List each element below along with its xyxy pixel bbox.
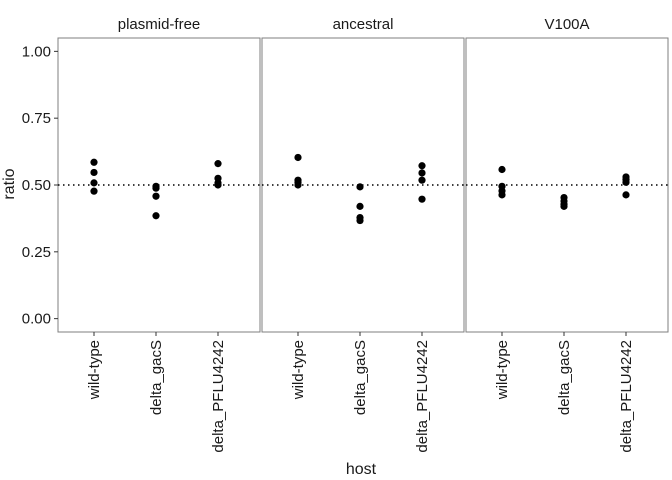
data-point: [294, 153, 302, 162]
x-tick-label: delta_PFLU4242: [414, 340, 431, 453]
data-point: [356, 183, 364, 191]
data-point: [498, 191, 506, 199]
x-tick-label: wild-type: [86, 340, 103, 400]
x-tick-label: delta_gacS: [148, 340, 165, 415]
x-tick-label: delta_PFLU4242: [210, 340, 227, 453]
data-point: [152, 184, 160, 192]
data-point: [622, 178, 630, 186]
data-point: [90, 168, 98, 177]
panel-strip-label: V100A: [544, 16, 589, 33]
data-point: [294, 181, 302, 189]
data-point: [152, 212, 160, 220]
x-tick-label: wild-type: [494, 340, 511, 400]
x-tick-label: delta_gacS: [352, 340, 369, 415]
y-axis: 0.00 0.25 0.50 0.75 1.00: [22, 43, 58, 328]
data-point: [418, 169, 426, 177]
y-tick-label: 0.00: [22, 311, 51, 328]
data-point: [152, 192, 160, 200]
x-axis-title: host: [346, 461, 377, 478]
panel-v100a: V100A wild-type delta_gacS delta_PFLU4242: [465, 16, 669, 453]
data-point: [418, 176, 426, 184]
y-axis-title: ratio: [1, 168, 18, 199]
panel-ancestral: ancestral wild-type delta_gacS delta_PFLU42…: [261, 16, 465, 453]
data-point: [498, 165, 506, 174]
data-point: [418, 195, 426, 203]
panel-strip-label: plasmid-free: [118, 16, 201, 33]
x-tick-label: delta_PFLU4242: [618, 340, 635, 453]
data-point: [418, 162, 426, 170]
y-tick-label: 0.25: [22, 244, 51, 261]
data-point: [214, 160, 222, 168]
data-point: [90, 158, 98, 166]
x-tick-label: delta_gacS: [556, 340, 573, 415]
panel-plasmid-free: plasmid-free wild-type delta_gacS delta_PFL…: [57, 16, 261, 453]
data-point: [214, 181, 222, 189]
data-point: [90, 187, 98, 195]
data-point: [622, 191, 630, 199]
data-point: [560, 202, 568, 210]
y-tick-label: 1.00: [22, 43, 51, 60]
x-tick-label: wild-type: [290, 340, 307, 400]
chart-panels: plasmid-free wild-type delta_gacS delta_PFL…: [57, 16, 669, 453]
data-point: [356, 216, 364, 225]
data-point: [356, 202, 364, 210]
y-tick-label: 0.75: [22, 110, 51, 127]
y-tick-label: 0.50: [22, 177, 51, 194]
panel-strip-label: ancestral: [333, 16, 394, 33]
data-point: [90, 179, 98, 187]
